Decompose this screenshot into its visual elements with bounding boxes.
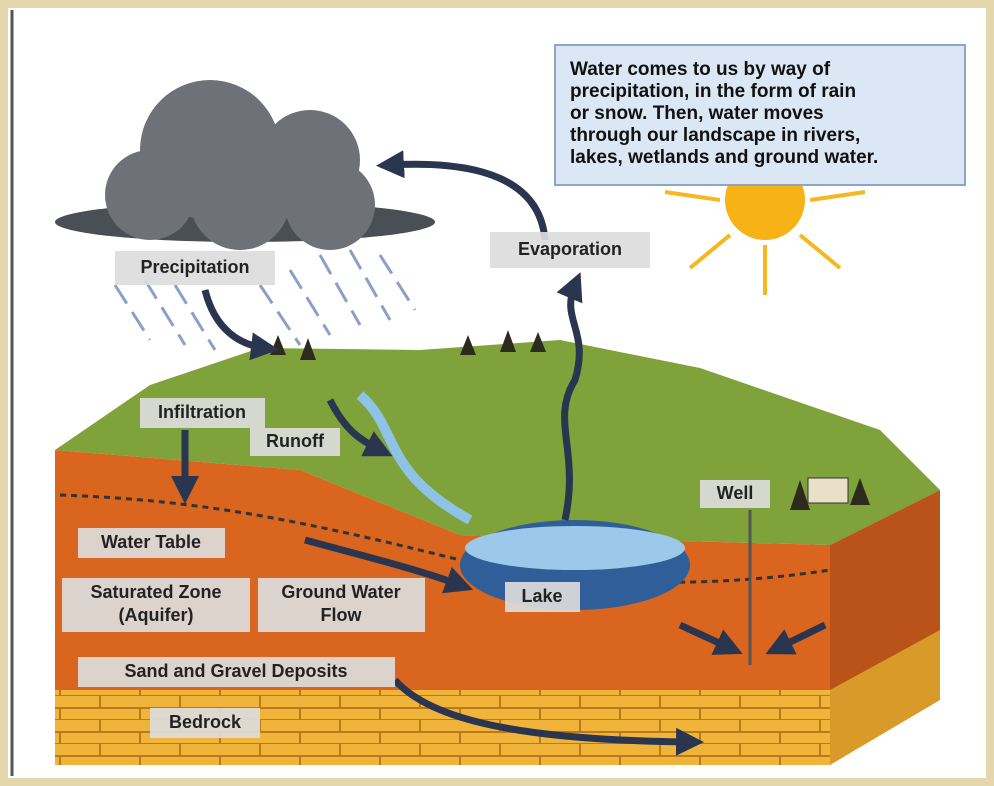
label: Evaporation xyxy=(518,239,622,259)
diagram: Water comes to us by way of precipitatio… xyxy=(0,0,994,786)
info-text: or snow. Then, water moves xyxy=(570,103,824,124)
label: Precipitation xyxy=(140,257,249,277)
info-text: precipitation, in the form of rain xyxy=(570,81,856,102)
info-text: through our landscape in rivers, xyxy=(570,125,860,146)
label: Saturated Zone xyxy=(90,582,221,602)
label: Lake xyxy=(521,586,562,606)
label: Flow xyxy=(321,605,363,625)
label: (Aquifer) xyxy=(119,605,194,625)
label: Bedrock xyxy=(169,712,242,732)
label: Infiltration xyxy=(158,402,246,422)
label: Sand and Gravel Deposits xyxy=(124,661,347,681)
label: Water Table xyxy=(101,532,201,552)
label: Well xyxy=(717,483,754,503)
info-text: lakes, wetlands and ground water. xyxy=(570,147,878,168)
info-text: Water comes to us by way of xyxy=(570,59,831,80)
label: Runoff xyxy=(266,431,325,451)
info-box: Water comes to us by way of precipitatio… xyxy=(555,45,965,185)
label: Ground Water xyxy=(281,582,400,602)
